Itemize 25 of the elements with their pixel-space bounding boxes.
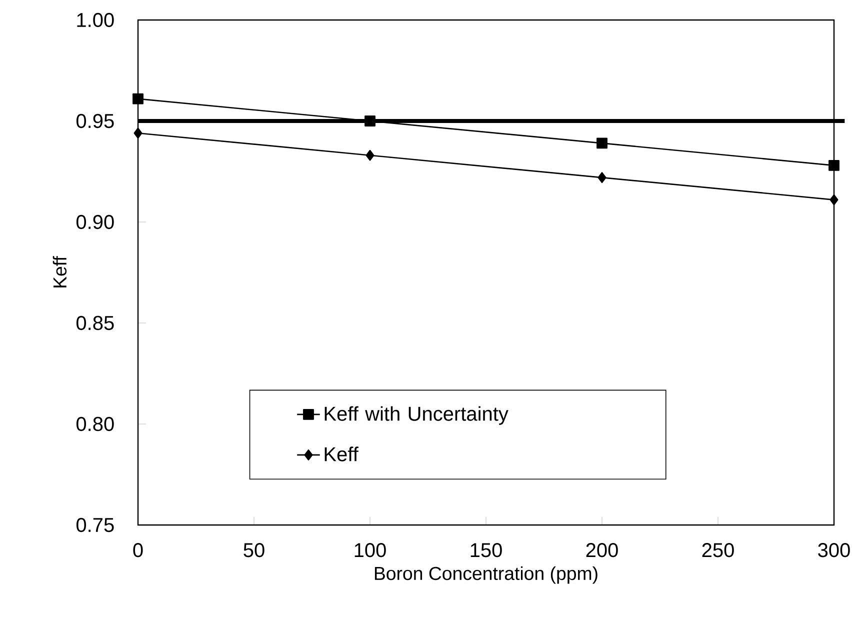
x-tick-label: 150 xyxy=(470,543,502,558)
x-tick-label: 0 xyxy=(133,543,143,558)
y-tick-label: 0.95 xyxy=(76,114,114,128)
y-axis-title: Keff xyxy=(52,256,67,288)
point xyxy=(828,160,840,171)
y-tick-label: 0.80 xyxy=(76,416,114,432)
point xyxy=(132,93,144,104)
point xyxy=(596,138,608,149)
point xyxy=(134,128,142,139)
legend-label: Keff with Uncertainty xyxy=(324,406,508,425)
point xyxy=(366,150,374,161)
legend-label: Keff xyxy=(324,446,358,462)
x-tick-label: 250 xyxy=(702,543,734,558)
x-tick-label: 100 xyxy=(354,543,386,558)
point xyxy=(364,116,376,126)
y-tick-label: 0.90 xyxy=(76,214,114,230)
x-tick-label: 50 xyxy=(244,543,264,558)
x-tick-label: 300 xyxy=(818,543,850,558)
y-tick-label: 1.00 xyxy=(77,12,114,28)
y-tick-label: 0.85 xyxy=(76,316,114,330)
x-axis-title: Boron Concentration (ppm) xyxy=(374,566,598,584)
x-tick-label: 200 xyxy=(586,543,618,558)
point xyxy=(830,194,838,206)
point xyxy=(598,172,606,184)
y-tick-label: 0.75 xyxy=(76,518,114,532)
